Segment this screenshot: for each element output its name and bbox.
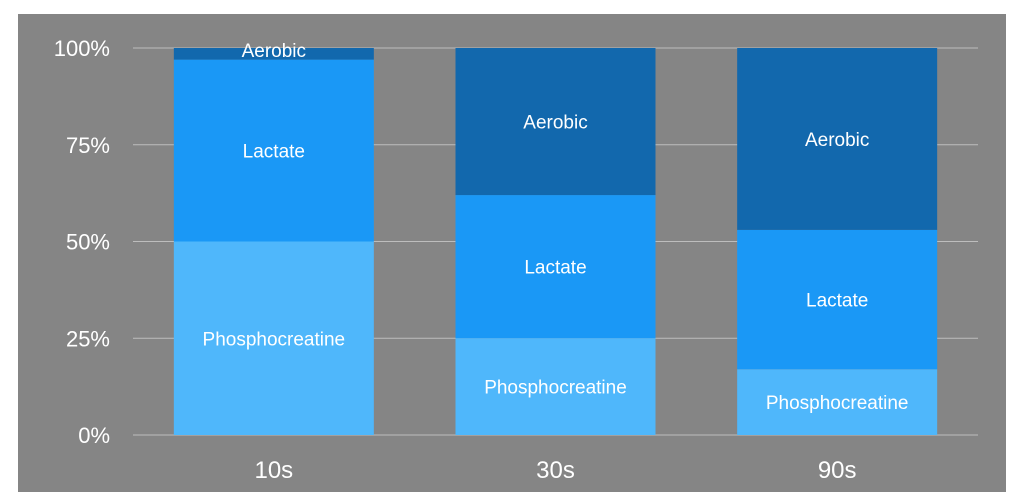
chart-panel: 0% 25% 50% 75% 100% Phosphocreatine Lactate Ae… bbox=[18, 14, 1006, 492]
y-axis-ticks: 0% 25% 50% 75% 100% bbox=[54, 36, 110, 448]
segment-label-aerobic: Aerobic bbox=[242, 41, 306, 62]
y-tick-label: 25% bbox=[66, 326, 110, 351]
segment-labels: Phosphocreatine Lactate Aerobic Phosphocrea… bbox=[203, 41, 909, 414]
segment-label-aerobic: Aerobic bbox=[523, 113, 587, 134]
x-tick-label-90s: 90s bbox=[818, 457, 857, 484]
segment-label-phosphocreatine: Phosphocreatine bbox=[203, 329, 346, 350]
bars bbox=[173, 48, 938, 435]
y-tick-label: 0% bbox=[78, 423, 110, 448]
bar-segment-lactate-10s bbox=[173, 59, 374, 242]
bar-segment-lactate-30s bbox=[455, 195, 656, 339]
segment-label-aerobic: Aerobic bbox=[805, 130, 869, 151]
bar-segment-aerobic-90s bbox=[737, 48, 938, 230]
y-tick-label: 100% bbox=[54, 36, 110, 61]
bar-segment-phosphocreatine-90s bbox=[737, 369, 938, 435]
bar-segment-aerobic-30s bbox=[455, 48, 656, 196]
segment-label-lactate: Lactate bbox=[524, 258, 586, 279]
segment-label-phosphocreatine: Phosphocreatine bbox=[766, 393, 909, 414]
y-tick-label: 50% bbox=[66, 230, 110, 255]
stacked-bar-chart: 0% 25% 50% 75% 100% Phosphocreatine Lactate Ae… bbox=[54, 36, 978, 484]
segment-label-lactate: Lactate bbox=[806, 291, 868, 312]
x-axis-ticks: 10s 30s 90s bbox=[254, 457, 856, 484]
segment-label-lactate: Lactate bbox=[243, 142, 305, 163]
segment-label-phosphocreatine: Phosphocreatine bbox=[484, 378, 627, 399]
bar-segment-aerobic-10s bbox=[173, 48, 374, 60]
bar-segment-phosphocreatine-30s bbox=[455, 338, 656, 435]
bar-segment-phosphocreatine-10s bbox=[173, 241, 374, 435]
y-tick-label: 75% bbox=[66, 133, 110, 158]
bar-segment-lactate-90s bbox=[737, 229, 938, 370]
x-tick-label-30s: 30s bbox=[536, 457, 575, 484]
x-tick-label-10s: 10s bbox=[254, 457, 293, 484]
